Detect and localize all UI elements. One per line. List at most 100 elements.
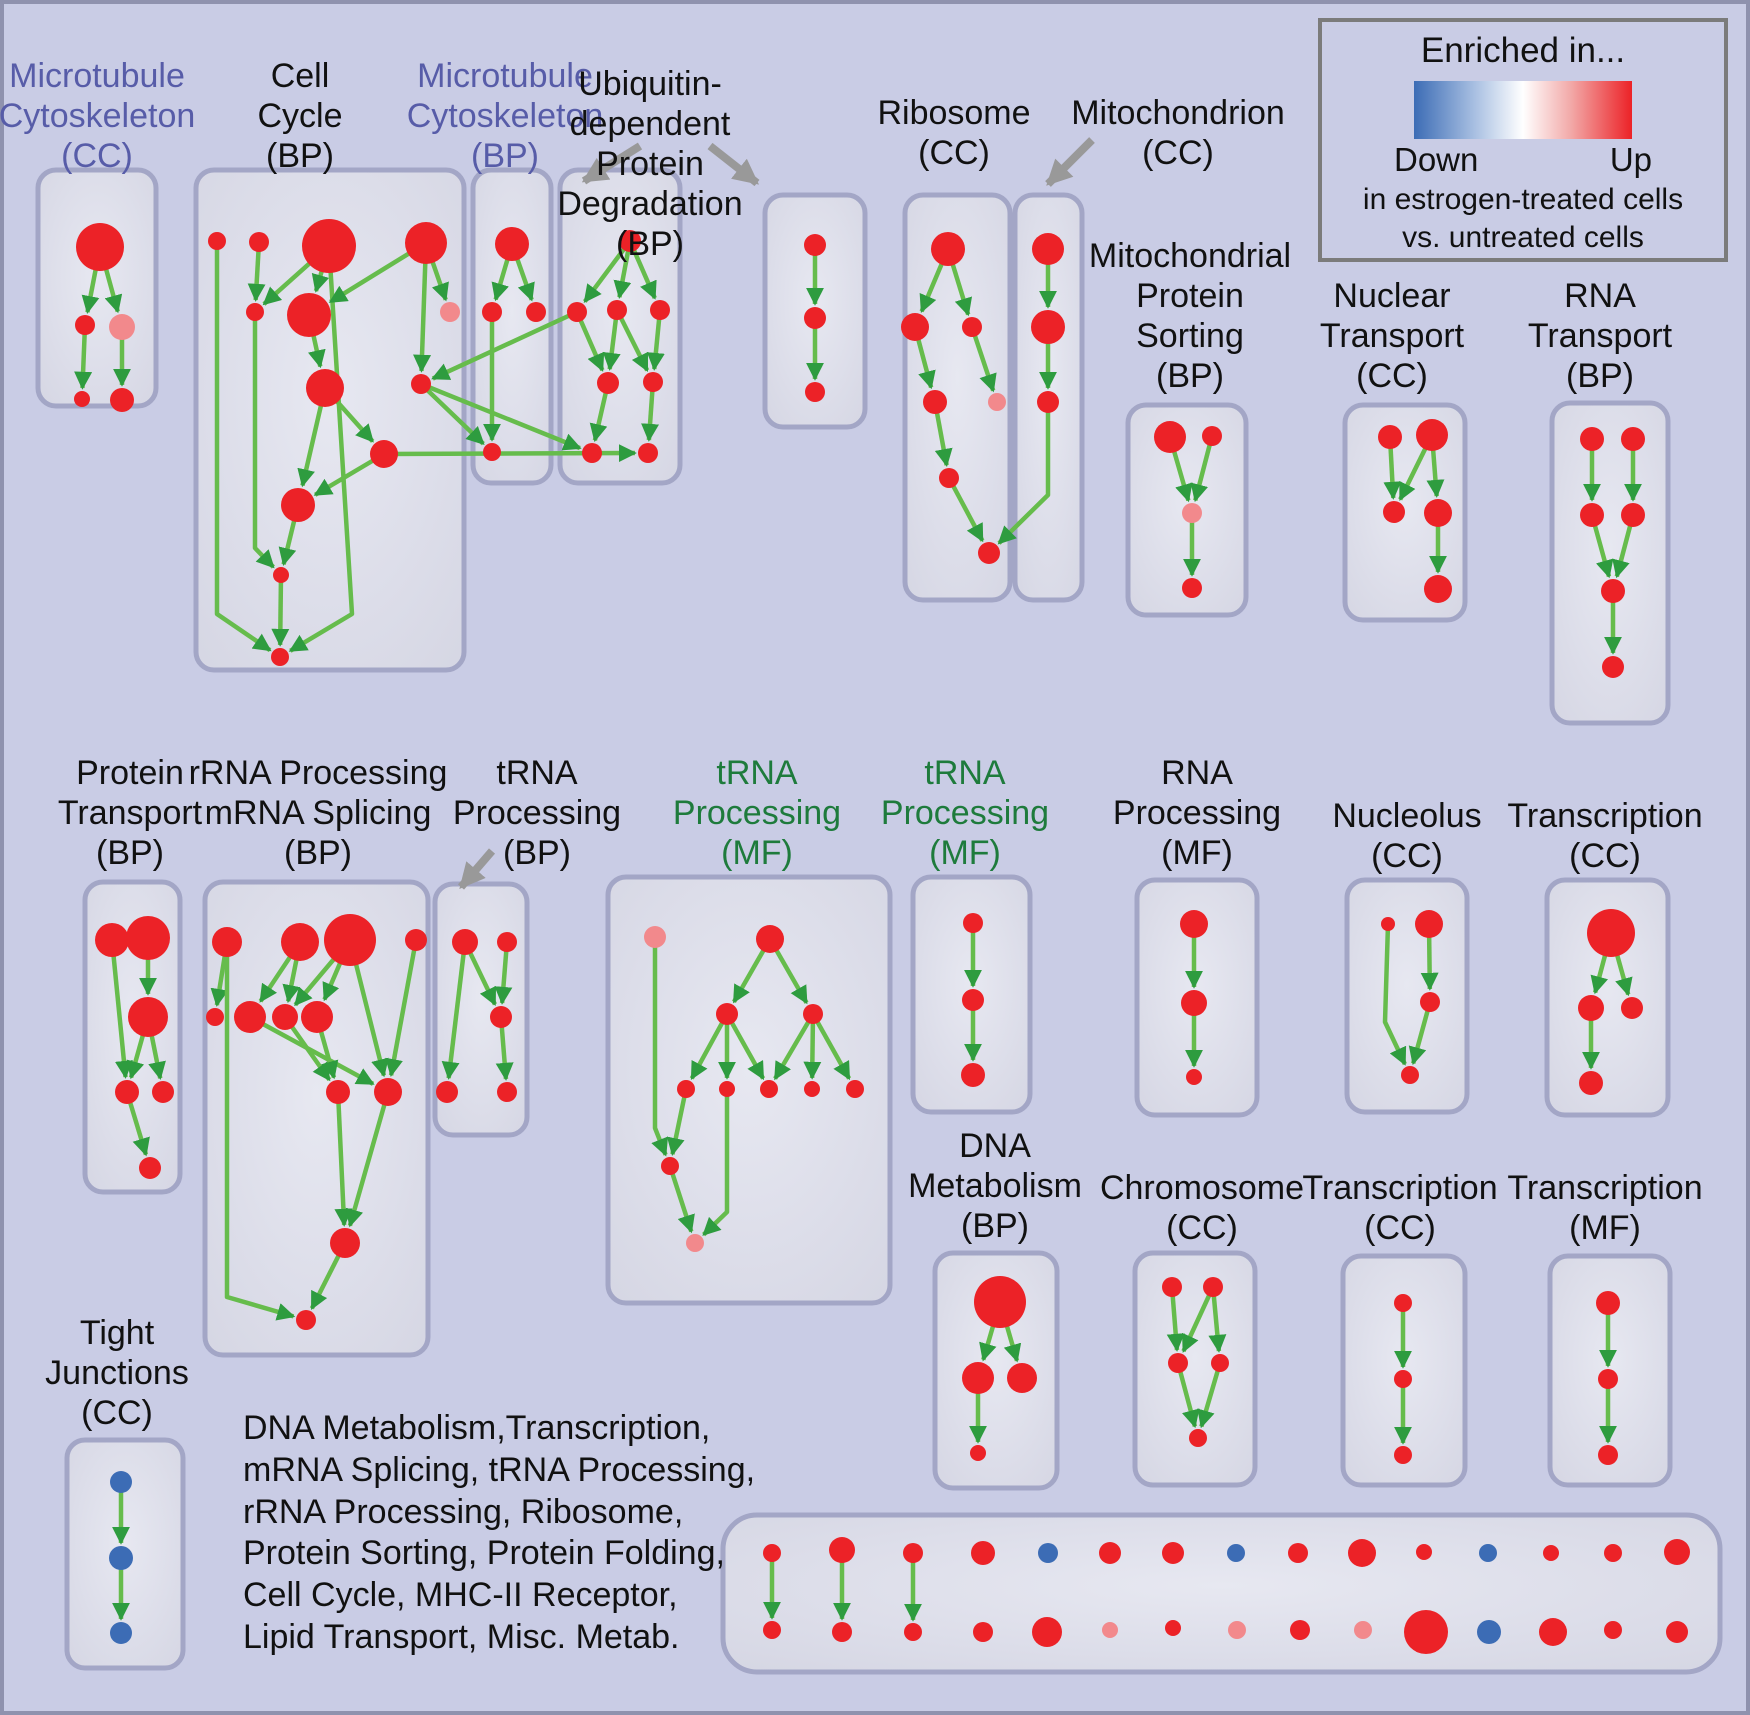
go-term-node-ubiquitin-a-1	[567, 302, 587, 322]
go-term-node-rrna-bp-10	[330, 1228, 360, 1258]
go-term-node-misc-strip-24	[1354, 1621, 1372, 1639]
cluster-label-trna-mf-small: tRNA Processing (MF)	[880, 754, 1050, 873]
go-term-node-microtubule-bp-2	[526, 302, 546, 322]
go-term-node-trna-mf-big-7	[804, 1081, 820, 1097]
legend-subtitle-line2: vs. untreated cells	[1402, 220, 1644, 254]
cluster-box-misc-strip	[720, 1512, 1723, 1675]
cluster-box-nucleolus-cc	[1344, 877, 1470, 1115]
cluster-label-nuclear-transport-cc: Nuclear Transport (CC)	[1319, 277, 1465, 396]
relation-edge	[997, 402, 1051, 545]
go-term-node-dna-metabolism-bp-1	[962, 1362, 994, 1394]
go-term-node-misc-strip-21	[1165, 1620, 1181, 1636]
go-term-node-ribosome-cc-3	[923, 390, 947, 414]
go-term-node-transcription-cc-mid-2	[1621, 997, 1643, 1019]
relation-edge	[667, 1165, 695, 1234]
go-term-node-ribosome-cc-0	[931, 232, 965, 266]
go-term-node-nucleolus-cc-1	[1415, 910, 1443, 938]
go-term-node-protein-transport-bp-3	[115, 1080, 139, 1104]
annotation-arrow-icon	[457, 848, 496, 890]
go-term-node-trna-bp-2	[490, 1006, 512, 1028]
go-term-node-trna-bp-4	[497, 1082, 517, 1102]
go-term-node-trna-mf-big-8	[846, 1080, 864, 1098]
cluster-label-chromosome-cc: Chromosome (CC)	[1099, 1169, 1305, 1248]
go-term-node-rrna-bp-0	[212, 927, 242, 957]
go-term-node-ubiquitin-b-1	[804, 307, 826, 329]
cluster-label-transcription-cc-mid: Transcription (CC)	[1507, 797, 1703, 876]
go-term-node-microtubule-cc-4	[110, 388, 134, 412]
go-term-node-misc-strip-17	[904, 1623, 922, 1641]
go-term-node-ribosome-cc-1	[901, 313, 929, 341]
cluster-label-mito-sorting-bp: Mitochondrial Protein Sorting (BP)	[1088, 237, 1292, 396]
go-term-node-rrna-bp-11	[296, 1310, 316, 1330]
cluster-box-chromosome-cc	[1132, 1250, 1258, 1488]
go-term-node-microtubule-cc-1	[75, 315, 95, 335]
relation-edge	[1175, 1362, 1200, 1429]
go-term-node-protein-transport-bp-0	[95, 923, 129, 957]
legend-subtitle-line1: in estrogen-treated cells	[1362, 183, 1684, 216]
go-term-node-nuclear-transport-cc-4	[1424, 575, 1452, 603]
relation-edge	[345, 1091, 391, 1228]
go-term-node-rna-transport-bp-1	[1621, 427, 1645, 451]
go-term-node-trna-mf-big-3	[803, 1004, 823, 1024]
relation-edge	[494, 941, 513, 1005]
go-term-node-nucleolus-cc-3	[1401, 1066, 1419, 1084]
cluster-box-microtubule-bp	[470, 167, 554, 486]
relation-edge	[702, 1089, 730, 1237]
relation-edge	[1190, 435, 1215, 503]
cluster-label-protein-transport-bp: Protein Transport (BP)	[57, 754, 203, 873]
go-term-node-trna-mf-small-2	[961, 1063, 985, 1087]
cluster-label-microtubule-bp: Microtubule Cytoskeleton (BP)	[406, 57, 604, 176]
relation-edge	[431, 309, 578, 381]
go-term-node-microtubule-cc-3	[74, 391, 90, 407]
go-term-node-trna-mf-big-6	[760, 1080, 778, 1098]
go-term-node-cell-cycle-bp-1	[249, 232, 269, 252]
relation-edge	[420, 381, 582, 451]
go-term-node-transcription-mf-2	[1598, 1445, 1618, 1465]
go-term-node-protein-transport-bp-5	[139, 1157, 161, 1179]
go-term-node-nuclear-transport-cc-3	[1424, 499, 1452, 527]
go-term-node-trna-mf-small-0	[963, 913, 983, 933]
cluster-label-ribosome-cc: Ribosome (CC)	[877, 94, 1031, 173]
cluster-label-trna-bp: tRNA Processing (BP)	[452, 754, 622, 873]
go-term-node-transcription-mf-1	[1598, 1369, 1618, 1389]
go-term-node-chromosome-cc-4	[1189, 1429, 1207, 1447]
relation-edge	[582, 239, 632, 304]
go-term-node-ubiquitin-b-2	[805, 382, 825, 402]
go-term-node-mitochondrion-cc-0	[1032, 233, 1064, 265]
go-term-node-rrna-bp-1	[281, 923, 319, 961]
go-term-node-rrna-bp-2	[324, 914, 376, 966]
go-term-node-rna-processing-mf-1	[1181, 990, 1207, 1016]
go-term-node-cell-cycle-bp-5	[287, 293, 331, 337]
go-term-node-tight-junctions-cc-0	[110, 1471, 132, 1493]
go-term-node-tight-junctions-cc-2	[110, 1622, 132, 1644]
go-term-node-protein-transport-bp-1	[126, 916, 170, 960]
go-term-node-mito-sorting-bp-1	[1202, 426, 1222, 446]
go-term-node-misc-strip-4	[1038, 1543, 1058, 1563]
go-term-node-trna-bp-3	[436, 1081, 458, 1103]
go-term-node-trna-mf-big-1	[756, 925, 784, 953]
relation-edge	[224, 942, 296, 1321]
go-term-node-rrna-bp-6	[272, 1004, 298, 1030]
go-term-node-mito-sorting-bp-0	[1154, 421, 1186, 453]
go-term-node-misc-strip-25	[1404, 1610, 1448, 1654]
cluster-box-protein-transport-bp	[82, 879, 183, 1195]
legend-up-label: Up	[1609, 141, 1652, 178]
go-term-node-transcription-cc-bottom-1	[1394, 1370, 1412, 1388]
go-term-node-misc-strip-18	[973, 1622, 993, 1642]
go-term-node-mito-sorting-bp-3	[1182, 578, 1202, 598]
go-term-node-misc-strip-16	[832, 1622, 852, 1642]
go-term-node-trna-mf-big-2	[716, 1003, 738, 1025]
go-term-node-misc-strip-9	[1348, 1539, 1376, 1567]
go-term-node-ribosome-cc-6	[978, 542, 1000, 564]
relation-edge	[74, 324, 93, 390]
go-term-node-transcription-cc-bottom-0	[1394, 1294, 1412, 1312]
go-term-node-misc-strip-26	[1477, 1620, 1501, 1644]
go-term-node-rrna-bp-8	[326, 1080, 350, 1104]
relation-edge	[1382, 923, 1407, 1066]
go-term-node-chromosome-cc-3	[1211, 1354, 1229, 1372]
relation-edge	[109, 939, 133, 1079]
go-term-node-dna-metabolism-bp-3	[970, 1445, 986, 1461]
go-term-node-transcription-cc-mid-3	[1579, 1071, 1603, 1095]
relation-edge	[271, 574, 290, 647]
cluster-label-nucleolus-cc: Nucleolus (CC)	[1332, 797, 1482, 876]
